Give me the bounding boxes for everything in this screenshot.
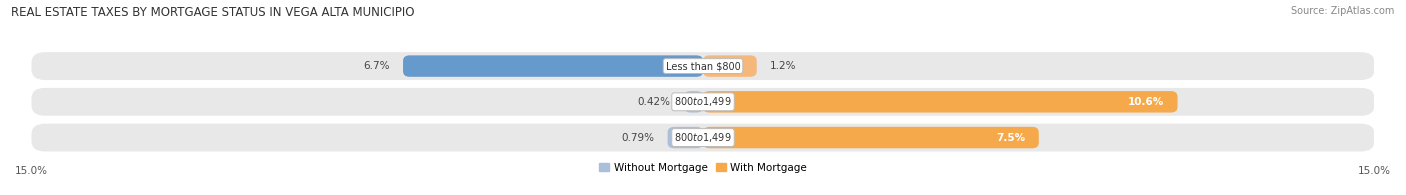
FancyBboxPatch shape [404,55,703,77]
Legend: Without Mortgage, With Mortgage: Without Mortgage, With Mortgage [599,163,807,173]
Text: $800 to $1,499: $800 to $1,499 [675,95,731,108]
FancyBboxPatch shape [703,127,1039,148]
FancyBboxPatch shape [31,52,1375,80]
Text: 10.6%: 10.6% [1128,97,1164,107]
Text: 0.42%: 0.42% [638,97,671,107]
Text: Less than $800: Less than $800 [665,61,741,71]
Text: 6.7%: 6.7% [363,61,389,71]
FancyBboxPatch shape [668,127,703,148]
FancyBboxPatch shape [703,91,1178,113]
Text: 1.2%: 1.2% [770,61,797,71]
FancyBboxPatch shape [703,55,756,77]
Text: 0.79%: 0.79% [621,133,654,143]
Text: 7.5%: 7.5% [997,133,1025,143]
Text: REAL ESTATE TAXES BY MORTGAGE STATUS IN VEGA ALTA MUNICIPIO: REAL ESTATE TAXES BY MORTGAGE STATUS IN … [11,6,415,19]
Text: Source: ZipAtlas.com: Source: ZipAtlas.com [1291,6,1395,16]
FancyBboxPatch shape [685,91,703,113]
FancyBboxPatch shape [31,88,1375,116]
FancyBboxPatch shape [31,124,1375,152]
Text: $800 to $1,499: $800 to $1,499 [675,131,731,144]
